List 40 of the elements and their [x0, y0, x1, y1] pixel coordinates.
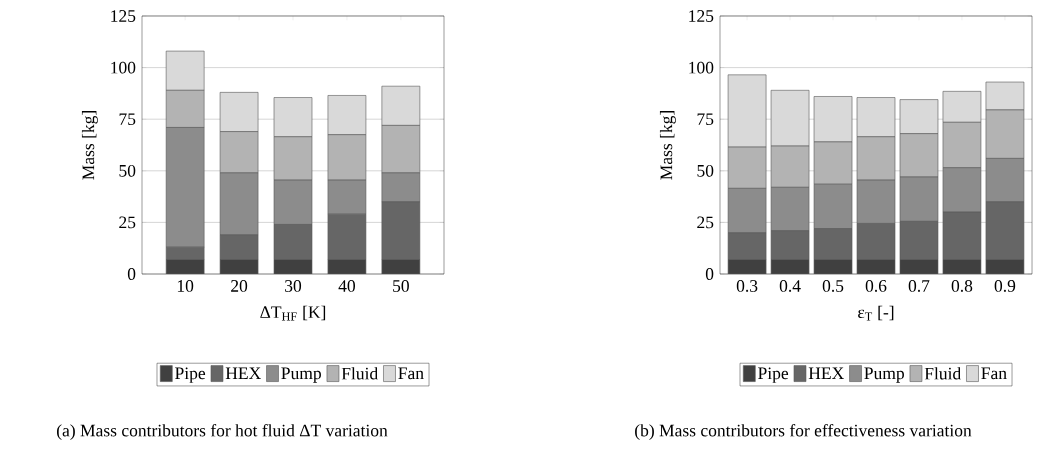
x-tick-label: 0.5 — [822, 280, 844, 292]
x-tick-label: 0.9 — [994, 280, 1016, 292]
y-tick-label: 0 — [705, 268, 714, 280]
legend-label: Pipe — [758, 367, 789, 383]
y-tick-label: 0 — [127, 268, 136, 280]
y-tick-label: 100 — [689, 61, 714, 74]
y-axis-title: Mass [kg] — [81, 111, 98, 180]
legend-label: HEX — [225, 367, 261, 379]
legend-label: HEX — [808, 367, 844, 379]
y-tick-label: 75 — [119, 113, 136, 126]
x-axis-title: ε$_{T}$ [-] — [858, 305, 894, 321]
legend-label: Fan — [981, 367, 1007, 380]
x-tick-label: 50 — [393, 280, 409, 292]
y-axis-title: Mass [kg] — [659, 111, 676, 180]
x-tick-label: 0.8 — [951, 280, 973, 292]
text: (b) Mass contributors for effectiveness variation — [635, 423, 972, 441]
legend-label: Fluid — [924, 367, 961, 380]
y-tick-label: 50 — [697, 164, 714, 177]
y-tick-label: 25 — [119, 216, 136, 229]
y-tick-label: 75 — [697, 113, 714, 126]
x-tick-label: 10 — [177, 280, 194, 292]
legend-label: Pump — [864, 367, 904, 383]
x-tick-label: 0.6 — [865, 280, 887, 292]
legend-label: Fan — [398, 367, 424, 380]
y-tick-label: 125 — [111, 10, 136, 22]
x-axis-title: ΔT$_{HF}$ [K] — [260, 305, 326, 321]
y-tick-label: 125 — [689, 10, 714, 22]
y-tick-label: 25 — [697, 216, 714, 229]
text: (a) Mass contributors for hot fluid ΔT variation — [57, 423, 388, 441]
x-tick-label: 20 — [231, 280, 248, 292]
legend-label: Fluid — [341, 367, 378, 380]
legend-label: Pipe — [175, 367, 206, 383]
x-tick-label: 0.3 — [736, 280, 758, 292]
y-tick-label: 100 — [111, 61, 136, 74]
x-tick-label: 0.7 — [908, 280, 930, 292]
legend-label: Pump — [281, 367, 321, 383]
y-tick-label: 50 — [119, 164, 136, 177]
x-tick-label: 40 — [338, 280, 356, 292]
x-tick-label: 0.4 — [779, 280, 801, 292]
x-tick-label: 30 — [285, 280, 302, 292]
